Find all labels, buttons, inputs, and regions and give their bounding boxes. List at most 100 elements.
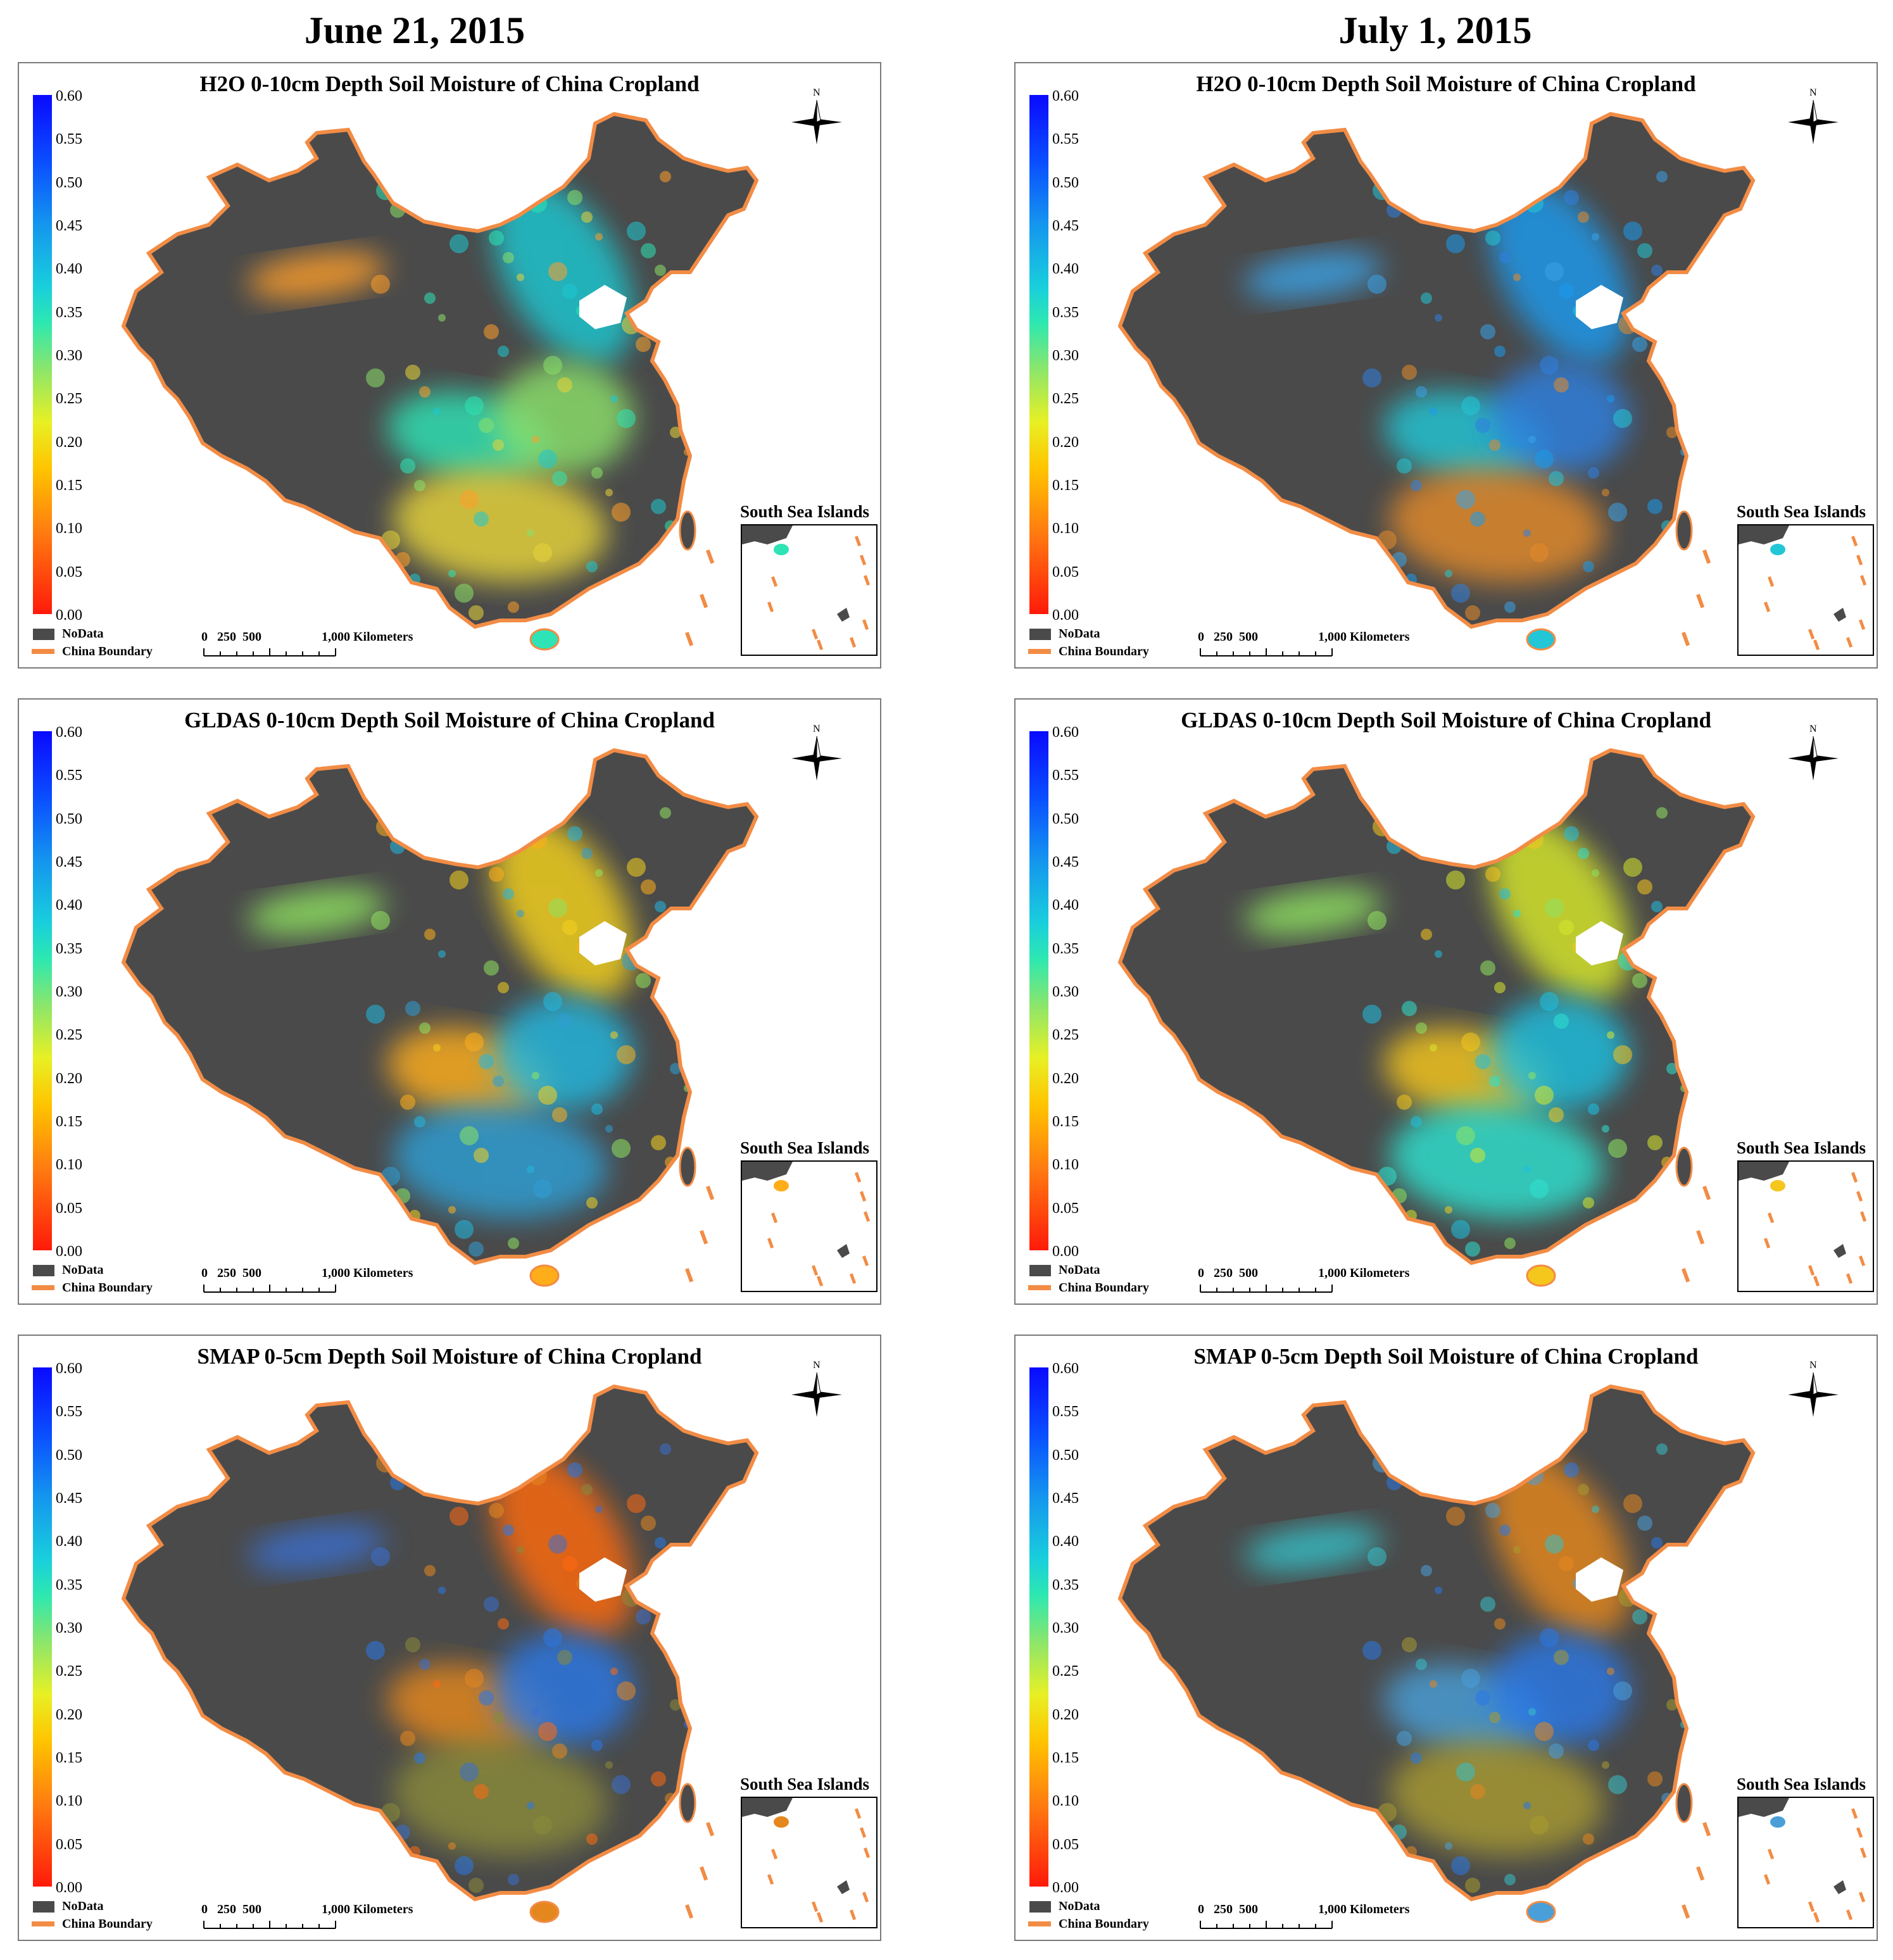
south-sea-inset <box>1737 524 1874 656</box>
north-label: N <box>813 87 821 98</box>
moisture-speckle <box>450 1507 469 1526</box>
boundary-label: China Boundary <box>62 1917 153 1931</box>
colorbar-tick-label: 0.45 <box>1052 854 1079 870</box>
colorbar-tick-label: 0.05 <box>1052 1200 1079 1217</box>
moisture-speckle <box>1559 1556 1574 1571</box>
moisture-speckle <box>557 1650 572 1665</box>
moisture-speckle <box>651 499 666 514</box>
moisture-speckle <box>1518 1452 1526 1460</box>
nodata-swatch <box>1029 1901 1051 1913</box>
nodata-label: NoData <box>62 1263 104 1277</box>
moisture-speckle <box>489 1503 504 1518</box>
colorbar-tick-label: 0.05 <box>56 1200 82 1217</box>
moisture-speckle <box>1666 427 1678 438</box>
south-sea-inset <box>741 524 877 656</box>
colorbar-tick-label: 0.00 <box>1052 1243 1079 1260</box>
moisture-speckle <box>1540 356 1559 375</box>
map-panel-h2o-june: H2O 0-10cm Depth Soil Moisture of China … <box>18 62 881 669</box>
nodata-label: NoData <box>1059 1263 1100 1277</box>
moisture-speckle <box>1504 601 1516 613</box>
boundary-swatch <box>32 1921 54 1926</box>
moisture-speckle <box>1368 911 1387 930</box>
moisture-speckle <box>1489 1712 1500 1723</box>
moisture-speckle <box>484 1597 499 1612</box>
moisture-speckle <box>1421 1565 1432 1576</box>
moisture-speckle <box>522 180 529 187</box>
moisture-speckle <box>1362 1005 1381 1024</box>
nodata-label: NoData <box>1059 627 1100 641</box>
moisture-speckle <box>1559 920 1574 935</box>
nodata-swatch <box>1029 1265 1051 1276</box>
colorbar-tick-label: 0.55 <box>1052 767 1079 784</box>
moisture-speckle <box>610 1031 618 1039</box>
moisture-speckle <box>1456 1762 1475 1781</box>
moisture-speckle <box>1592 869 1599 877</box>
moisture-speckle <box>508 1874 519 1885</box>
moisture-speckle <box>1685 355 1693 362</box>
north-arrow-icon: N <box>791 87 842 144</box>
colorbar-tick-label: 0.55 <box>56 767 82 784</box>
moisture-speckle <box>586 1197 598 1209</box>
moisture-speckle <box>1545 262 1564 281</box>
colorbar-tick-label: 0.10 <box>1052 520 1079 537</box>
hainan-island <box>1526 1900 1556 1923</box>
moisture-speckle <box>1513 910 1521 917</box>
moisture-speckle <box>1465 1878 1480 1893</box>
colorbar-tick-label: 0.00 <box>56 1243 82 1260</box>
moisture-speckle <box>1504 1874 1516 1885</box>
colorbar-tick-label: 0.35 <box>56 940 82 957</box>
moisture-speckle <box>1647 1135 1663 1150</box>
moisture-region <box>1490 1633 1630 1747</box>
island-dash <box>706 549 715 564</box>
colorbar-tick-label: 0.10 <box>1052 1793 1079 1810</box>
moisture-speckle <box>1523 529 1531 537</box>
scale-bar <box>203 1921 336 1929</box>
panel-title: SMAP 0-5cm Depth Soil Moisture of China … <box>197 1344 702 1369</box>
colorbar-tick-label: 0.30 <box>1052 984 1079 1000</box>
moisture-speckle <box>1499 252 1511 263</box>
taiwan-island <box>679 1783 696 1823</box>
moisture-speckle <box>651 1771 666 1787</box>
moisture-speckle <box>455 1220 474 1239</box>
moisture-speckle <box>1451 1856 1470 1875</box>
bohai-sea <box>579 921 627 965</box>
moisture-speckle <box>627 1494 646 1513</box>
moisture-speckle <box>1368 1547 1387 1566</box>
moisture-speckle <box>1583 1833 1594 1845</box>
moisture-speckle <box>591 467 603 479</box>
moisture-speckle <box>1608 1775 1627 1794</box>
moisture-speckle <box>517 273 524 281</box>
moisture-speckle <box>1430 1044 1437 1052</box>
moisture-speckle <box>1494 1618 1506 1630</box>
moisture-speckle <box>1430 408 1437 415</box>
moisture-speckle <box>484 960 499 976</box>
moisture-speckle <box>1451 584 1470 603</box>
moisture-speckle <box>1465 1241 1480 1257</box>
moisture-speckle <box>522 1452 529 1460</box>
bohai-sea <box>579 285 627 329</box>
moisture-speckle <box>1564 190 1579 205</box>
moisture-speckle <box>484 324 499 339</box>
moisture-speckle <box>1485 867 1500 882</box>
moisture-speckle <box>1421 292 1432 304</box>
colorbar-tick-label: 0.45 <box>56 218 82 234</box>
inset-title: South Sea Islands <box>739 1138 870 1157</box>
map-panel-gldas-july: GLDAS 0-10cm Depth Soil Moisture of Chin… <box>1014 698 1878 1305</box>
moisture-speckle <box>438 314 446 322</box>
china-map <box>1117 111 1756 651</box>
moisture-speckle <box>1411 480 1422 491</box>
colorbar-tick-label: 0.25 <box>56 391 82 408</box>
moisture-speckle <box>1671 333 1683 344</box>
moisture-speckle <box>646 593 661 608</box>
moisture-speckle <box>1402 365 1417 380</box>
moisture-speckle <box>1545 1535 1564 1554</box>
moisture-region <box>393 468 608 583</box>
colorbar-tick-label: 0.25 <box>56 1027 82 1044</box>
scale-end-label: 1,000 Kilometers <box>1318 630 1410 644</box>
moisture-speckle <box>1607 395 1614 403</box>
colorbar-tick-label: 0.20 <box>56 1070 82 1087</box>
colorbar-tick-label: 0.30 <box>56 984 82 1000</box>
date-title-june: June 21, 2015 <box>304 9 525 51</box>
colorbar-tick-label: 0.35 <box>56 1576 82 1593</box>
hainan-island <box>1526 1264 1556 1287</box>
